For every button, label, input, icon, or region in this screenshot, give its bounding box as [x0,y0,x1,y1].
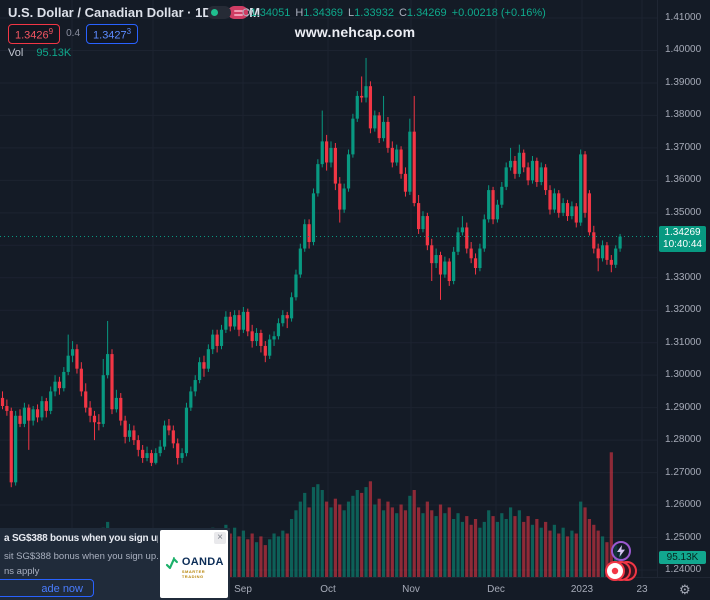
close-label: C [398,7,407,19]
price-axis-label: 1.41000 [665,12,702,23]
bid-price-button[interactable]: 1.34269 [8,24,61,44]
time-axis-label: Nov [402,584,420,595]
price-axis-label: 1.39000 [665,76,702,88]
volume-axis-badge: 95.13K [659,551,706,564]
price-axis-label: 1.31000 [665,336,702,348]
ask-sup-digit: 3 [126,27,132,36]
bid-sup-digit: 9 [48,27,54,36]
price-axis[interactable]: 1.41000 1.40000 1.39000 1.38000 1.37000 1.360… [657,0,710,577]
menu-line-icon [233,13,243,16]
price-axis-label: 1.30000 [665,369,702,381]
symbol-title[interactable]: U.S. Dollar / Canadian Dollar · 1D · FXC… [8,5,261,20]
price-axis-label: 1.37000 [665,141,702,153]
current-price-value: 1.34269 [664,227,701,238]
menu-line-icon [233,9,243,12]
time-axis-label: Oct [320,584,336,595]
bid-ask-row: 1.34269 0.4 1.34273 [8,24,139,44]
ad-headline: a SG$388 bonus when you sign up. [4,533,158,544]
ad-banner: a SG$388 bonus when you sign up. sit SG$… [0,528,230,600]
low-label: L [348,7,355,19]
instant-trading-button[interactable] [611,541,631,561]
close-value: 1.34269 [406,7,447,19]
price-axis-label: 1.29000 [665,401,702,413]
price-axis-label: 1.26000 [665,499,702,511]
ad-body-text: sit SG$388 bonus when you sign up. [4,551,158,562]
price-axis-label: 1.32000 [665,304,702,316]
price-axis-label: 1.36000 [665,174,702,186]
brand-logo: OANDA SMARTER TRADING [165,556,228,579]
chart-canvas[interactable] [0,0,657,577]
price-axis-label: 1.24000 [665,564,702,575]
price-axis-label: 1.40000 [665,44,702,56]
volume-legend: Vol 95.13K [8,47,71,59]
price-axis-label: 1.38000 [665,109,702,121]
ask-price-button[interactable]: 1.34273 [86,24,139,44]
open-label: O [242,7,251,19]
ad-terms-text: ns apply [4,566,40,577]
low-value: 1.33932 [354,7,394,19]
brand-name: OANDA [181,556,224,568]
ohlc-readout: O1.34051 H1.34369 L1.33932 C1.34269 +0.00218… [242,7,551,19]
high-value: 1.34369 [303,7,344,19]
current-price-badge: 1.34269 10:40:44 [659,226,706,252]
volume-label: Vol [8,47,24,59]
brand-tagline: SMARTER TRADING [181,569,206,579]
high-label: H [295,7,304,19]
ad-brand-card[interactable]: × OANDA SMARTER TRADING [160,530,228,598]
price-axis-label: 1.27000 [665,466,702,478]
ad-close-icon[interactable]: × [214,532,226,544]
header-toggles [207,6,248,19]
volume-value: 95.13K [36,47,72,59]
market-open-dot-icon [211,9,218,16]
time-axis-label: Dec [487,584,505,595]
replay-coins-icon[interactable] [600,559,638,583]
price-axis-label: 1.33000 [665,271,702,283]
open-value: 1.34051 [250,7,291,19]
time-axis-label: 2023 [570,584,594,595]
oanda-candle-icon [165,557,178,570]
gear-icon[interactable]: ⚙ [679,582,691,597]
spread-value: 0.4 [66,28,81,40]
time-axis-label: Sep [234,584,252,595]
ad-trade-now-button[interactable]: ade now [0,579,94,597]
market-status-toggle[interactable] [207,6,231,19]
change-value: +0.00218 (+0.16%) [451,7,546,19]
lightning-icon [617,545,625,557]
ideas-toggle[interactable] [228,6,248,19]
time-axis-label: 23 [636,584,648,595]
price-axis-label: 1.35000 [665,206,702,218]
bar-countdown: 10:40:44 [663,239,702,250]
watermark: www.nehcap.com [294,24,416,40]
price-axis-label: 1.28000 [665,434,702,446]
price-axis-label: 1.25000 [665,531,702,543]
